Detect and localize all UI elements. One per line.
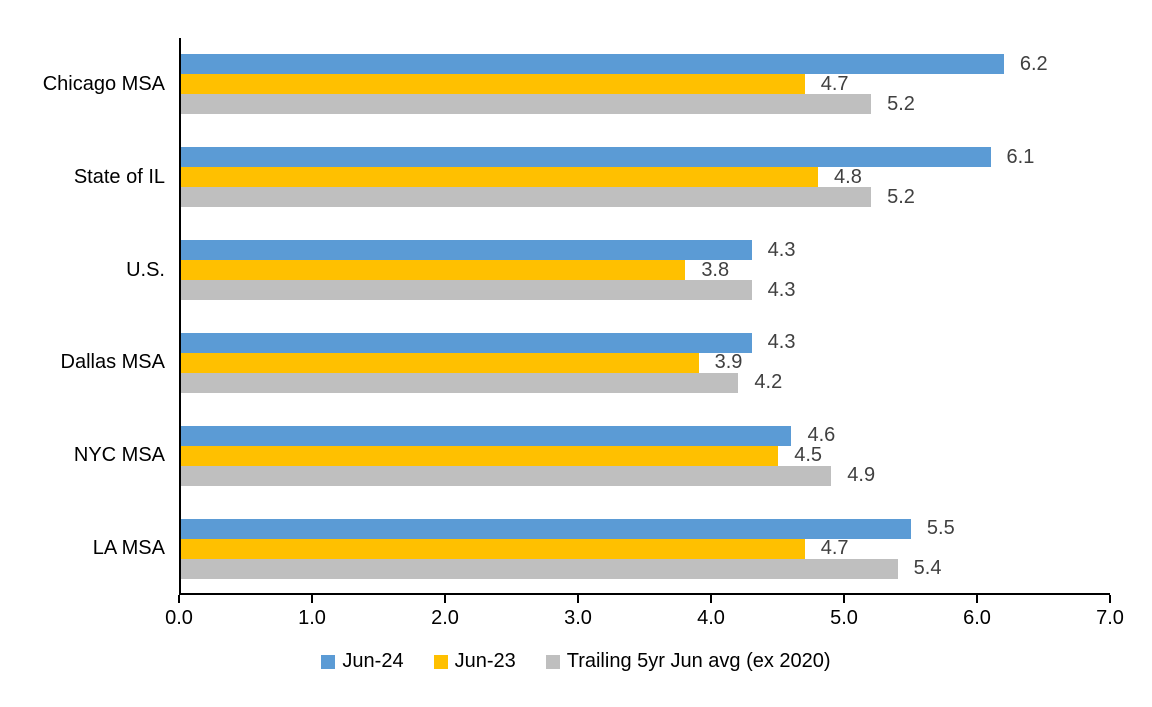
data-label: 5.4 bbox=[913, 557, 942, 580]
tick-label: 0.0 bbox=[165, 607, 193, 629]
tick-mark bbox=[178, 595, 180, 603]
bar-trailing-5yr-jun-avg-ex-2020- bbox=[181, 280, 752, 301]
bar-line: 5.4 bbox=[181, 557, 1110, 580]
bar-line: 4.3 bbox=[181, 238, 1110, 261]
bar-group: 4.6 4.5 4.9 bbox=[181, 409, 1110, 502]
bar-line: 5.2 bbox=[181, 185, 1110, 208]
data-label: 4.5 bbox=[794, 444, 823, 467]
bar-trailing-5yr-jun-avg-ex-2020- bbox=[181, 372, 739, 393]
legend-item: Jun-24 bbox=[321, 650, 404, 673]
bar-jun-23 bbox=[181, 167, 819, 188]
data-label: 3.8 bbox=[701, 258, 730, 281]
bar-trailing-5yr-jun-avg-ex-2020- bbox=[181, 187, 872, 208]
legend-item: Trailing 5yr Jun avg (ex 2020) bbox=[545, 650, 831, 673]
data-label: 5.2 bbox=[887, 185, 915, 208]
data-label: 3.9 bbox=[714, 351, 743, 374]
legend-label: Jun-24 bbox=[342, 650, 404, 672]
bar-jun-24 bbox=[181, 332, 752, 353]
bar-line: 4.3 bbox=[181, 278, 1110, 301]
bar-jun-24 bbox=[181, 147, 991, 168]
tick-label: 4.0 bbox=[697, 607, 725, 629]
tick-label: 1.0 bbox=[298, 607, 326, 629]
legend-label: Trailing 5yr Jun avg (ex 2020) bbox=[566, 650, 831, 672]
data-label: 4.2 bbox=[754, 371, 783, 394]
data-label: 4.6 bbox=[807, 424, 836, 447]
bar-line: 4.5 bbox=[181, 444, 1110, 467]
bar-jun-24 bbox=[181, 425, 792, 446]
category-label: Dallas MSA bbox=[60, 351, 165, 374]
bar-group: 6.2 4.7 5.2 bbox=[181, 38, 1110, 131]
category-label: Chicago MSA bbox=[42, 72, 165, 95]
tick-mark bbox=[1109, 595, 1111, 603]
category-axis-labels: Chicago MSA State of IL U.S. Dallas MSA NYC … bbox=[0, 38, 165, 595]
tick-label: 7.0 bbox=[1096, 607, 1124, 629]
bar-line: 3.8 bbox=[181, 258, 1110, 281]
category-label: NYC MSA bbox=[73, 444, 165, 467]
data-label: 6.1 bbox=[1006, 145, 1035, 168]
tick-label: 3.0 bbox=[564, 607, 592, 629]
bar-trailing-5yr-jun-avg-ex-2020- bbox=[181, 558, 898, 579]
bar-line: 4.2 bbox=[181, 371, 1110, 394]
legend-swatch-icon bbox=[545, 654, 560, 669]
tick-mark bbox=[311, 595, 313, 603]
bar-jun-24 bbox=[181, 240, 752, 261]
bar-group: 5.5 4.7 5.4 bbox=[181, 502, 1110, 595]
bar-jun-23 bbox=[181, 260, 686, 281]
data-label: 5.2 bbox=[887, 92, 915, 115]
bar-line: 5.5 bbox=[181, 517, 1110, 540]
data-label: 4.9 bbox=[847, 464, 876, 487]
data-label: 4.3 bbox=[767, 238, 796, 261]
bar-jun-23 bbox=[181, 74, 805, 95]
tick-label: 5.0 bbox=[830, 607, 858, 629]
x-axis: 0.0 1.0 2.0 3.0 4.0 5.0 6.0 7.0 bbox=[165, 595, 1124, 639]
bar-line: 4.8 bbox=[181, 165, 1110, 188]
bar-line: 4.7 bbox=[181, 72, 1110, 95]
bar-group: 4.3 3.9 4.2 bbox=[181, 317, 1110, 410]
category-label: LA MSA bbox=[92, 537, 165, 560]
data-label: 4.7 bbox=[820, 537, 849, 560]
bar-jun-23 bbox=[181, 445, 779, 466]
tick-mark bbox=[444, 595, 446, 603]
bar-line: 3.9 bbox=[181, 351, 1110, 374]
data-label: 4.7 bbox=[820, 72, 849, 95]
tick-mark bbox=[577, 595, 579, 603]
legend: Jun-24 Jun-23 Trailing 5yr Jun avg (ex 202… bbox=[0, 650, 1152, 673]
data-label: 5.5 bbox=[926, 517, 955, 540]
tick-mark bbox=[843, 595, 845, 603]
bar-line: 4.6 bbox=[181, 424, 1110, 447]
tick-mark bbox=[710, 595, 712, 603]
bar-line: 4.9 bbox=[181, 464, 1110, 487]
bar-line: 6.1 bbox=[181, 145, 1110, 168]
bar-jun-23 bbox=[181, 352, 699, 373]
bar-jun-23 bbox=[181, 538, 805, 559]
plot-area: 6.2 4.7 5.2 6.1 4.8 5.2 4.3 3.8 4.3 4.3 3.9 4.2 4.6 4… bbox=[179, 38, 1110, 595]
legend-label: Jun-23 bbox=[454, 650, 516, 672]
bar-line: 6.2 bbox=[181, 52, 1110, 75]
legend-swatch-icon bbox=[321, 654, 336, 669]
bar-jun-24 bbox=[181, 54, 1004, 75]
bar-group: 4.3 3.8 4.3 bbox=[181, 224, 1110, 317]
bar-line: 4.7 bbox=[181, 537, 1110, 560]
data-label: 4.3 bbox=[767, 331, 796, 354]
bar-trailing-5yr-jun-avg-ex-2020- bbox=[181, 465, 832, 486]
bar-line: 5.2 bbox=[181, 92, 1110, 115]
tick-mark bbox=[976, 595, 978, 603]
tick-label: 2.0 bbox=[431, 607, 459, 629]
bar-trailing-5yr-jun-avg-ex-2020- bbox=[181, 94, 872, 115]
legend-swatch-icon bbox=[433, 654, 448, 669]
category-label: U.S. bbox=[126, 258, 165, 281]
bar-jun-24 bbox=[181, 518, 911, 539]
legend-item: Jun-23 bbox=[433, 650, 516, 673]
tick-label: 6.0 bbox=[963, 607, 991, 629]
data-label: 6.2 bbox=[1019, 52, 1048, 75]
bar-group: 6.1 4.8 5.2 bbox=[181, 131, 1110, 224]
bar-line: 4.3 bbox=[181, 331, 1110, 354]
data-label: 4.8 bbox=[834, 165, 862, 188]
data-label: 4.3 bbox=[767, 278, 796, 301]
category-label: State of IL bbox=[73, 165, 165, 188]
